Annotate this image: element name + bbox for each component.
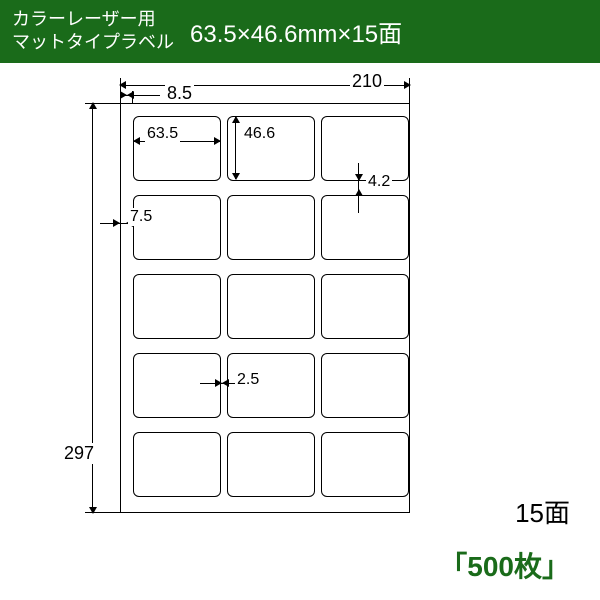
sheet-outline (120, 103, 410, 513)
title-line-2: マットタイプラベル (12, 31, 174, 54)
label-cell (133, 432, 221, 497)
dim-gap-v: 4.2 (366, 173, 392, 191)
label-cell (321, 195, 409, 260)
dim-label-height: 46.6 (242, 125, 277, 143)
faces-count: 15面 (515, 493, 570, 530)
label-cell (227, 432, 315, 497)
arrow (113, 219, 120, 227)
label-cell (227, 195, 315, 260)
label-cell (321, 353, 409, 418)
product-dimensions: 63.5×46.6mm×15面 (190, 14, 402, 49)
diagram-area: 210 297 8.5 63.5 46.6 7.5 4.2 2.5 (0, 63, 600, 533)
arrow (355, 189, 363, 196)
label-cell (227, 274, 315, 339)
label-cell (321, 274, 409, 339)
arrow (355, 174, 363, 181)
dim-label-width: 63.5 (145, 125, 180, 143)
dim-line (358, 163, 359, 213)
dim-gap-h: 2.5 (235, 371, 261, 389)
arrow (120, 91, 127, 99)
arrow (215, 379, 222, 387)
label-cell (321, 432, 409, 497)
title-line-1: カラーレーザー用 (12, 8, 174, 31)
quantity-label: 「500枚」 (439, 545, 570, 585)
dim-sheet-height: 297 (62, 443, 96, 464)
dim-margin-left: 8.5 (165, 83, 194, 104)
label-cell (133, 274, 221, 339)
dim-line (235, 117, 236, 179)
label-cell (321, 116, 409, 181)
arrow (127, 91, 134, 99)
header-banner: カラーレーザー用 マットタイプラベル 63.5×46.6mm×15面 (0, 0, 600, 63)
label-cell (133, 195, 221, 260)
dim-margin-side: 7.5 (128, 208, 154, 226)
product-title: カラーレーザー用 マットタイプラベル (12, 8, 174, 55)
dim-sheet-width: 210 (350, 71, 384, 92)
label-cell (133, 353, 221, 418)
arrow (222, 379, 229, 387)
